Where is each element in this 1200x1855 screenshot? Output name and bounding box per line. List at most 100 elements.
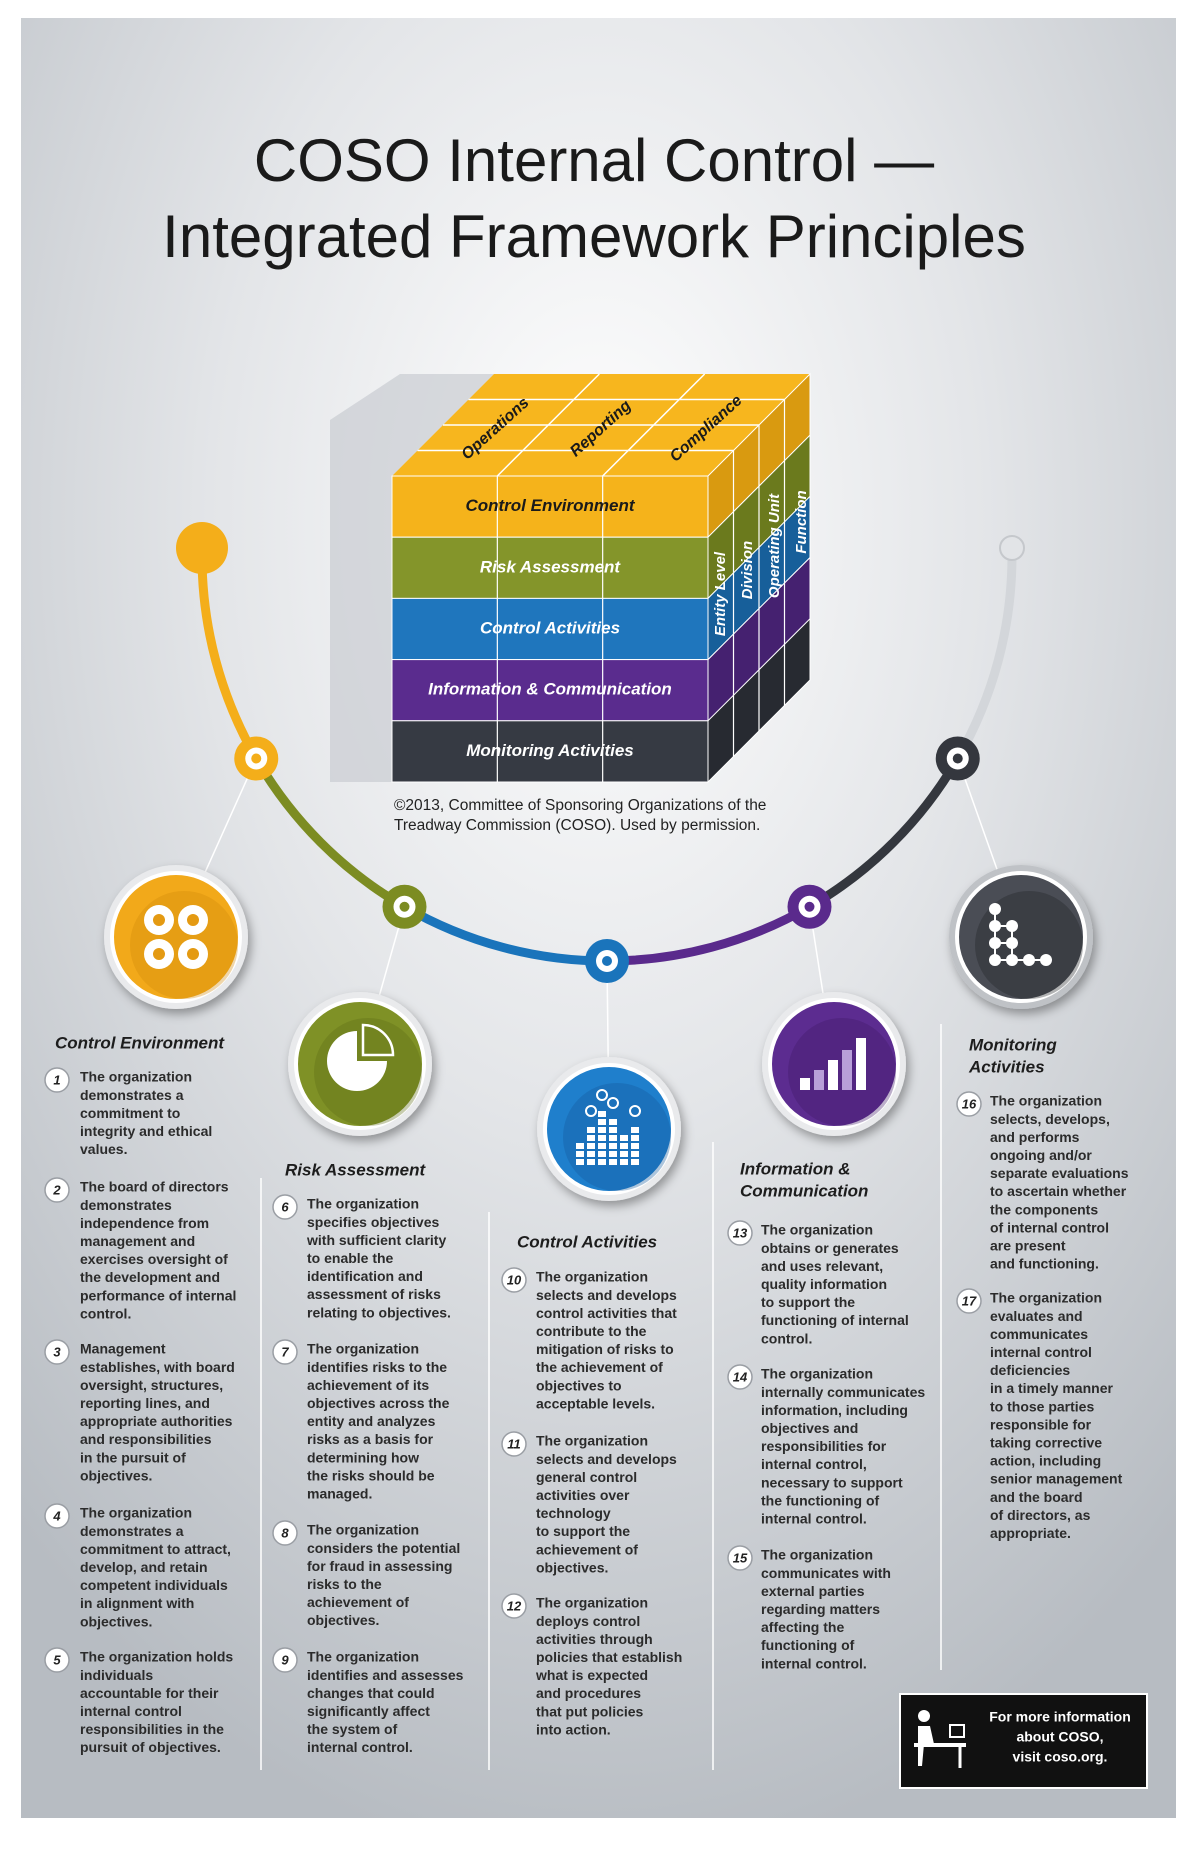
principle-text: evaluates and	[990, 1308, 1083, 1324]
principle-text: ongoing and/or	[990, 1147, 1092, 1163]
number-badge	[44, 1177, 70, 1203]
icon-part	[989, 954, 1001, 966]
principle-text: accountable for their	[80, 1685, 219, 1701]
principle-text: exercises oversight of	[80, 1251, 228, 1267]
principle-text: The organization	[307, 1196, 419, 1212]
footer-icon	[914, 1743, 966, 1747]
principle-text: functioning of internal	[761, 1312, 909, 1328]
icon-part	[814, 1070, 824, 1090]
footer-icon	[918, 1726, 934, 1766]
cube-side-label: Entity Level	[712, 551, 729, 636]
principle-text: activities through	[536, 1631, 653, 1647]
principle-text: the risks should be	[307, 1467, 435, 1483]
principle-text: significantly affect	[307, 1703, 430, 1719]
icon-shade	[975, 891, 1083, 999]
principle-text: policies that establish	[536, 1649, 682, 1665]
principle-text: and performs	[990, 1129, 1080, 1145]
principle-text: develop, and retain	[80, 1559, 208, 1575]
principle-text: appropriate authorities	[80, 1413, 233, 1429]
icon-part	[598, 1159, 606, 1165]
principle-text: of directors, as	[990, 1507, 1091, 1523]
cube-shadow	[330, 374, 494, 782]
icon-part	[153, 948, 165, 960]
number-badge	[44, 1503, 70, 1529]
principle-text: achievement of its	[307, 1377, 429, 1393]
node-dot	[251, 753, 262, 764]
number-badge	[44, 1067, 70, 1093]
icon-part	[576, 1151, 584, 1157]
number-badge	[272, 1520, 298, 1546]
principle-text: The organization	[307, 1649, 419, 1665]
principle-text: the system of	[307, 1721, 398, 1737]
principle-text: regarding matters	[761, 1601, 880, 1617]
principle-text: the functioning of	[761, 1492, 880, 1508]
icon-part	[607, 1097, 619, 1109]
principle-text: The organization	[536, 1433, 648, 1449]
icon-part	[842, 1050, 852, 1090]
icon-part	[576, 1143, 584, 1149]
icon-part	[187, 914, 199, 926]
cube-row-label: Control Environment	[465, 496, 635, 515]
principle-text: demonstrates a	[80, 1087, 184, 1103]
copyright: Treadway Commission (COSO). Used by perm…	[394, 817, 760, 834]
icon-part	[620, 1143, 628, 1149]
icon-part	[153, 914, 165, 926]
principle-text: internal control.	[307, 1739, 413, 1755]
principle-text: to support the	[761, 1294, 855, 1310]
principle-text: objectives.	[80, 1467, 152, 1483]
section-title: Monitoring	[969, 1035, 1057, 1054]
footer-box	[899, 1693, 1148, 1789]
principle-text: achievement of	[536, 1541, 638, 1557]
principle-text: with sufficient clarity	[306, 1232, 446, 1248]
icon-part	[989, 920, 1001, 932]
principle-text: The organization	[990, 1290, 1102, 1306]
principle-number: 13	[733, 1225, 748, 1240]
icon-part	[828, 1060, 838, 1090]
icon-circle	[110, 871, 242, 1003]
icon-part	[631, 1135, 639, 1141]
icon-part	[598, 1127, 606, 1133]
principle-number: 6	[281, 1199, 289, 1214]
principle-text: considers the potential	[307, 1540, 460, 1556]
principle-text: communicates	[990, 1326, 1088, 1342]
principle-text: The organization	[536, 1269, 648, 1285]
number-badge	[44, 1647, 70, 1673]
icon-part	[587, 1143, 595, 1149]
section-title: Control Environment	[55, 1033, 225, 1052]
number-badge	[956, 1288, 982, 1314]
principle-text: necessary to support	[761, 1474, 903, 1490]
principle-text: reporting lines, and	[80, 1395, 210, 1411]
principle-text: internal control.	[761, 1655, 867, 1671]
principle-text: The organization	[990, 1093, 1102, 1109]
section-title: Communication	[740, 1181, 868, 1200]
principle-text: objectives.	[536, 1559, 608, 1575]
principle-text: selects and develops	[536, 1287, 677, 1303]
principle-text: appropriate.	[990, 1525, 1071, 1541]
footer-text: visit coso.org.	[1013, 1749, 1108, 1765]
principle-text: responsible for	[990, 1416, 1092, 1432]
icon-part	[327, 1031, 387, 1091]
section-title: Activities	[968, 1057, 1045, 1076]
icon-part	[1006, 920, 1018, 932]
principle-number: 16	[962, 1096, 977, 1111]
icon-part	[596, 1089, 608, 1101]
principle-text: specifies objectives	[307, 1214, 440, 1230]
icon-part	[620, 1159, 628, 1165]
arc-end	[999, 535, 1025, 561]
principle-text: The organization	[80, 1069, 192, 1085]
icon-part	[609, 1119, 617, 1125]
principle-text: The organization	[536, 1595, 648, 1611]
icon-part	[609, 1143, 617, 1149]
principle-text: Management	[80, 1341, 166, 1357]
principle-text: The organization	[761, 1366, 873, 1382]
principle-number: 3	[53, 1344, 61, 1359]
cube-row-label: Risk Assessment	[480, 557, 622, 576]
node-dot	[399, 901, 410, 912]
icon-part	[989, 903, 1001, 915]
principle-number: 5	[53, 1652, 61, 1667]
node-dot	[952, 753, 963, 764]
section-title: Information &	[740, 1159, 851, 1178]
cube-side-label: Operating Unit	[766, 493, 783, 598]
